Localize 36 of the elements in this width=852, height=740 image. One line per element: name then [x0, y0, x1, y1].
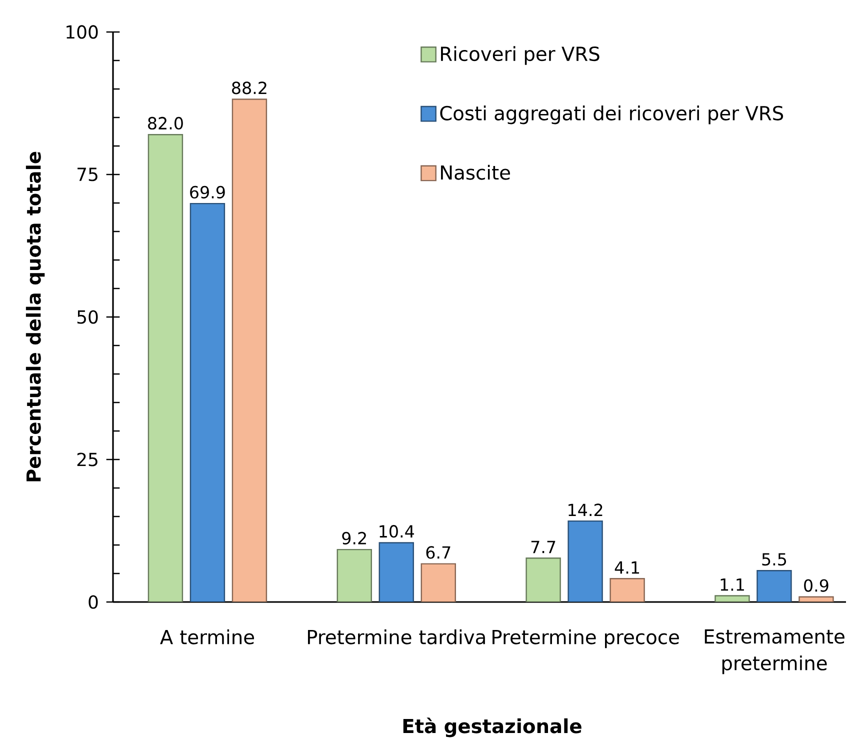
x-tick-label: Pretermine tardiva: [308, 629, 485, 644]
data-label: 9.2: [342, 532, 366, 545]
data-label: 7.7: [531, 540, 556, 554]
y-tick-label: 75: [78, 168, 98, 182]
data-label: 10.4: [380, 525, 414, 538]
y-tick-label: 25: [77, 452, 98, 466]
bar: [190, 202, 226, 602]
x-tick-label: Estremamente pretermine: [704, 629, 844, 674]
bar: [148, 134, 184, 602]
bar: [610, 578, 645, 602]
bar: [336, 548, 372, 602]
bar: [526, 558, 561, 602]
data-label: 1.1: [720, 578, 744, 591]
data-label: 0.9: [804, 579, 828, 592]
data-label: 5.5: [762, 553, 786, 566]
bar: [232, 98, 268, 602]
y-tick-label: 0: [88, 595, 98, 609]
data-label: 82.0: [148, 116, 183, 130]
data-label: 4.1: [614, 561, 640, 574]
x-tick-label: A termine: [160, 629, 254, 644]
legend-label: Ricoveri per VRS: [441, 46, 600, 65]
y-tick-label: 50: [77, 310, 98, 324]
bar: [420, 563, 456, 602]
legend-label: Costi aggregati dei ricoveri per VRS: [440, 105, 784, 124]
bar: [568, 520, 603, 602]
legend-label: Nascite: [441, 164, 510, 180]
y-axis-title: Percentuale della quota totale: [26, 152, 45, 482]
data-label: 6.7: [426, 546, 450, 559]
data-label: 88.2: [232, 82, 266, 94]
data-label: 14.2: [568, 504, 602, 516]
bar: [756, 570, 792, 602]
x-tick-label: Pretermine precoce: [492, 629, 679, 648]
data-label: 69.9: [190, 186, 225, 199]
bar: [378, 542, 414, 602]
y-tick-label: 100: [66, 25, 98, 39]
x-axis-title: Età gestazionale: [403, 718, 582, 738]
